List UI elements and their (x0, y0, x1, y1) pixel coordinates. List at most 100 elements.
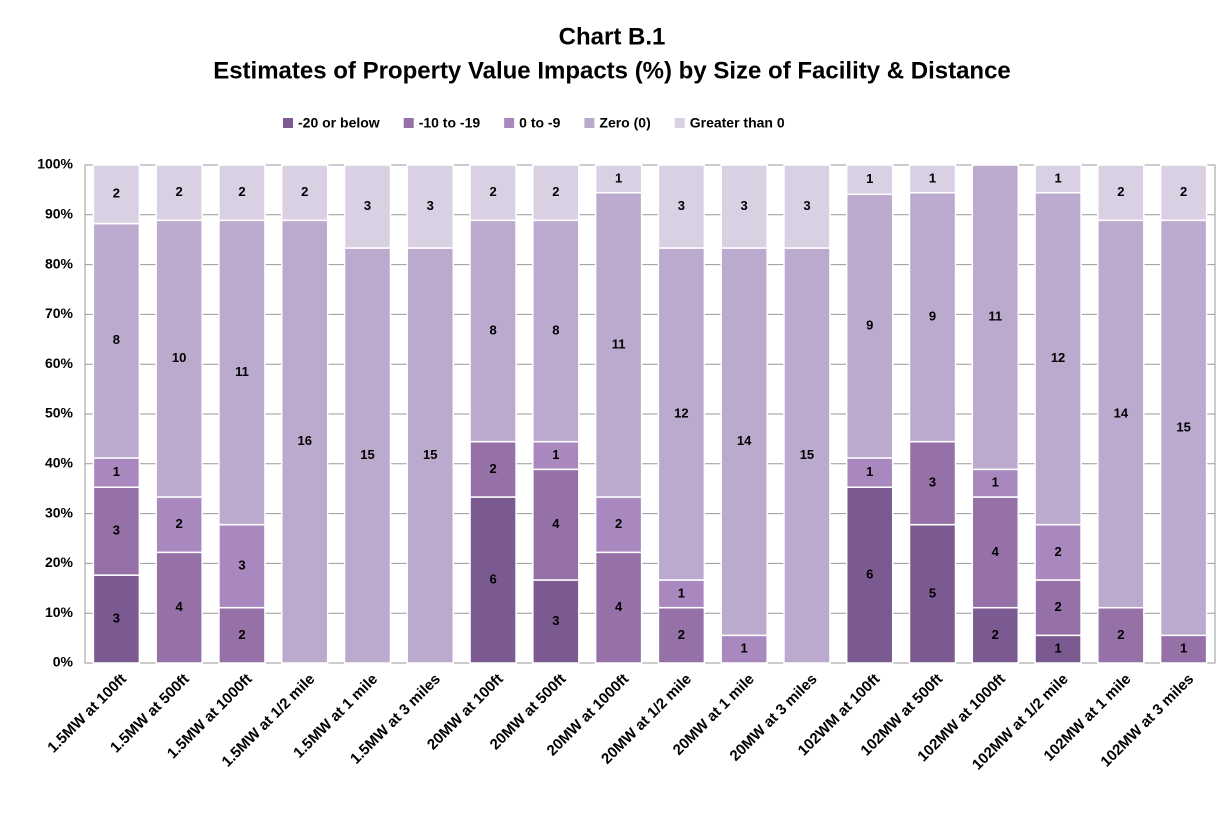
bar-segment (783, 247, 831, 664)
data-label: 4 (176, 599, 184, 614)
bar-segment (280, 164, 329, 222)
data-label: 3 (364, 198, 371, 213)
bar-segment (971, 496, 1020, 609)
data-label: 2 (301, 184, 308, 199)
bar-segment (280, 219, 329, 664)
data-label: 15 (800, 447, 814, 462)
bar-segment (1034, 579, 1082, 637)
bar-segment (1034, 164, 1082, 194)
data-label: 1 (113, 464, 120, 479)
data-label: 9 (866, 318, 873, 333)
y-tick-label: 30% (45, 504, 74, 520)
data-label: 3 (552, 613, 559, 628)
data-label: 4 (992, 544, 1000, 559)
bar-segment (720, 247, 768, 637)
data-label: 5 (929, 585, 936, 600)
bar-segment (406, 164, 455, 249)
data-label: 2 (552, 184, 559, 199)
data-label: 3 (238, 558, 245, 573)
bar-segment (1159, 634, 1208, 664)
bar-segment (1034, 191, 1082, 526)
data-label: 1 (615, 170, 622, 185)
data-label: 15 (1176, 419, 1190, 434)
legend-swatch (504, 118, 515, 128)
data-label: 14 (737, 433, 752, 448)
bar-segment (218, 164, 266, 222)
data-label: 1 (741, 641, 748, 656)
bar-segment (92, 486, 141, 576)
data-label: 6 (489, 571, 496, 586)
legend-label: -10 to -19 (419, 115, 481, 131)
y-tick-label: 100% (37, 156, 73, 172)
bar-segment (657, 606, 706, 664)
bar-segment (218, 219, 266, 526)
data-label: 9 (929, 309, 936, 324)
legend-label: -20 or below (298, 115, 380, 131)
data-label: 2 (1054, 599, 1061, 614)
legend-label: Zero (0) (599, 115, 650, 131)
data-label: 3 (803, 198, 810, 213)
bar-segment (343, 247, 392, 664)
bar-segment (92, 164, 141, 225)
data-label: 6 (866, 567, 873, 582)
data-label: 3 (427, 198, 434, 213)
bar-segment (532, 579, 580, 664)
legend-swatch (283, 118, 293, 128)
data-label: 2 (1054, 544, 1061, 559)
data-label: 11 (612, 336, 626, 351)
bar-segment (783, 164, 831, 249)
data-label: 8 (489, 322, 496, 337)
data-label: 4 (615, 599, 623, 614)
data-label: 14 (1114, 405, 1129, 420)
data-label: 1 (992, 475, 999, 490)
bar-segment (1034, 634, 1082, 664)
chart-title: Chart B.1 (559, 23, 666, 50)
data-label: 1 (552, 447, 559, 462)
bar-segment (469, 496, 517, 664)
bar-segment (845, 486, 894, 664)
data-label: 3 (678, 198, 685, 213)
bar-segment (406, 247, 455, 664)
data-label: 2 (992, 627, 999, 642)
legend-swatch (674, 118, 685, 128)
bar-segment (845, 164, 894, 196)
y-tick-label: 70% (45, 305, 74, 321)
data-label: 10 (172, 350, 186, 365)
y-tick-label: 80% (45, 255, 74, 271)
y-tick-label: 50% (45, 405, 74, 421)
bar-segment (218, 523, 266, 609)
y-tick-label: 0% (53, 654, 74, 670)
data-label: 12 (1051, 350, 1065, 365)
bar-segment (908, 191, 957, 443)
data-label: 2 (678, 627, 685, 642)
bar-segment (971, 164, 1020, 471)
legend-label: 0 to -9 (519, 115, 560, 131)
bar-segment (657, 164, 706, 249)
data-label: 2 (176, 184, 183, 199)
bar-segment (532, 164, 580, 222)
bar-segment (1159, 219, 1208, 637)
bar-segment (657, 247, 706, 581)
bar-segment (532, 219, 580, 443)
bar-segment (594, 496, 643, 554)
bar-segment (532, 468, 580, 581)
data-label: 2 (1117, 184, 1124, 199)
chart-subtitle: Estimates of Property Value Impacts (%) … (213, 57, 1011, 84)
y-tick-label: 40% (45, 455, 74, 471)
bar-segment (532, 440, 580, 471)
data-label: 11 (235, 364, 249, 379)
bar-segment (1097, 606, 1145, 664)
data-label: 2 (489, 461, 496, 476)
data-label: 2 (113, 186, 120, 201)
bar-segment (845, 193, 894, 459)
y-tick-label: 60% (45, 355, 74, 371)
data-label: 2 (238, 627, 245, 642)
bar-segment (343, 164, 392, 249)
legend-swatch (584, 118, 595, 128)
bar-segment (908, 523, 957, 664)
bar-segment (908, 440, 957, 526)
legend-label: Greater than 0 (690, 115, 785, 131)
bar-segment (469, 164, 517, 222)
data-label: 1 (866, 464, 873, 479)
